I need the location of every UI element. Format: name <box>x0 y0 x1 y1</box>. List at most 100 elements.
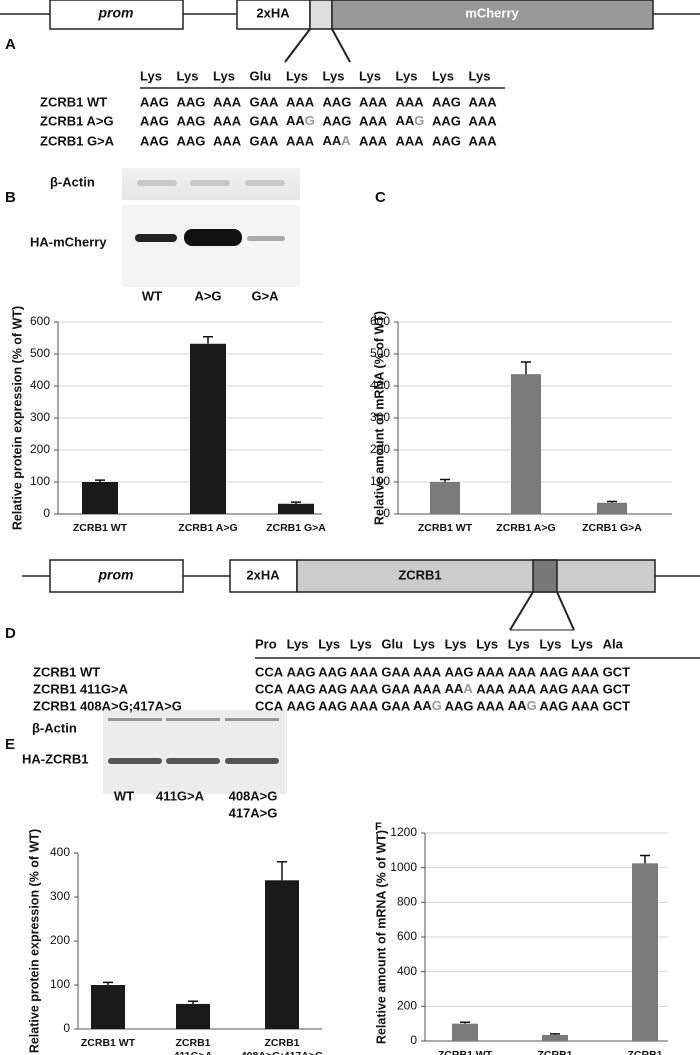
codon: AAG <box>318 664 347 679</box>
codon: AAA <box>476 681 505 696</box>
y-tick-label: 300 <box>30 410 50 424</box>
amino-acid: Lys <box>213 68 235 83</box>
y-tick-label: 0 <box>63 1021 70 1035</box>
amino-acid: Pro <box>255 636 277 651</box>
codon: AAA <box>213 94 242 109</box>
codon: AAG <box>396 113 425 128</box>
y-tick-label: 100 <box>370 474 390 488</box>
codon: GCT <box>603 664 631 679</box>
promoter-box <box>49 559 184 593</box>
panel-letter: A <box>5 36 16 53</box>
error-bar <box>188 1000 198 1004</box>
y-tick-label: 500 <box>30 346 50 360</box>
tag-label: 2xHA <box>256 5 290 20</box>
x-tick-label: ZCRB1 <box>175 1037 210 1049</box>
codon: AAG <box>539 698 568 713</box>
error-bar <box>550 1033 560 1035</box>
amino-acid: Lys <box>432 68 454 83</box>
codon: AAG <box>323 113 352 128</box>
blot-band <box>225 758 279 764</box>
codon: AAA <box>323 133 352 148</box>
codon-mutation: G <box>527 698 537 713</box>
codon-part: AA <box>286 113 305 128</box>
codon: AAA <box>508 664 537 679</box>
bar <box>430 482 460 514</box>
amino-acid: Lys <box>413 636 435 651</box>
codon: AAG <box>286 113 315 128</box>
panel-letter: C <box>375 189 386 206</box>
codon: AAA <box>213 133 242 148</box>
panel-letter: F <box>375 821 382 833</box>
y-tick-label: 100 <box>50 977 70 991</box>
lane-label: WT <box>114 788 134 803</box>
amino-acid: Lys <box>318 636 340 651</box>
y-tick-label: 600 <box>370 314 390 328</box>
error-bar <box>291 501 301 504</box>
codon: AAA <box>396 133 425 148</box>
row-label: ZCRB1 A>G <box>40 113 114 128</box>
y-tick-label: 200 <box>50 933 70 947</box>
codon: AAG <box>432 113 461 128</box>
codon: AAA <box>413 681 442 696</box>
reporter-label: mCherry <box>465 5 519 20</box>
blot-label: HA-ZCRB1 <box>22 751 88 766</box>
blot-band <box>190 180 230 186</box>
y-tick-label: 400 <box>30 378 50 392</box>
codon: AAG <box>539 681 568 696</box>
x-tick-label: 408A>G;417A>G <box>241 1050 323 1055</box>
codon: AAA <box>476 698 505 713</box>
row-label: ZCRB1 WT <box>33 664 100 679</box>
blot-band <box>137 180 177 186</box>
promoter-box <box>49 0 184 30</box>
codon: GCT <box>603 698 631 713</box>
codon: AAG <box>287 681 316 696</box>
bar <box>597 502 627 514</box>
amino-acid: Lys <box>323 68 345 83</box>
codon-part: AA <box>396 113 415 128</box>
row-label: ZCRB1 408A>G;417A>G <box>33 698 182 713</box>
lane-label: G>A <box>251 288 279 303</box>
codon: GAA <box>381 681 411 696</box>
codon: AAA <box>350 664 379 679</box>
amino-acid: Glu <box>381 636 403 651</box>
blot-band <box>245 180 285 186</box>
y-tick-label: 300 <box>370 410 390 424</box>
amino-acid: Lys <box>359 68 381 83</box>
codon: AAA <box>476 664 505 679</box>
y-axis-label: Relative amount of mRNA (% of WT) <box>374 830 388 1044</box>
codon: AAG <box>413 698 442 713</box>
blot-band <box>108 758 162 764</box>
error-bar <box>460 1021 470 1024</box>
codon: CCA <box>255 681 284 696</box>
panel-letter: E <box>5 736 15 753</box>
lane-label: 408A>G <box>229 788 278 803</box>
zoom-line <box>509 591 534 631</box>
y-tick-label: 0 <box>43 506 50 520</box>
codon: AAA <box>571 664 600 679</box>
y-tick-label: 300 <box>50 889 70 903</box>
codon: AAG <box>539 664 568 679</box>
y-tick-label: 200 <box>370 442 390 456</box>
bar <box>82 482 118 514</box>
amino-acid: Lys <box>469 68 491 83</box>
codon: AAA <box>413 664 442 679</box>
gene-box <box>296 559 656 593</box>
codon: CCA <box>255 698 284 713</box>
x-tick-label: ZCRB1 G>A <box>266 522 326 534</box>
promoter-label: prom <box>98 5 134 21</box>
codon: GAA <box>381 664 411 679</box>
codon: AAG <box>318 698 347 713</box>
y-tick-label: 400 <box>370 378 390 392</box>
zoom-line <box>556 591 575 631</box>
codon: AAG <box>318 681 347 696</box>
row-label: ZCRB1 411G>A <box>33 681 129 696</box>
x-tick-label: ZCRB1 G>A <box>582 522 642 534</box>
bar <box>452 1023 478 1041</box>
gene-label: ZCRB1 <box>398 567 441 582</box>
codon: AAA <box>508 681 537 696</box>
codon: AAG <box>140 133 169 148</box>
y-tick-label: 600 <box>30 314 50 328</box>
codon-mutation: G <box>432 698 442 713</box>
codon: AAG <box>508 698 537 713</box>
